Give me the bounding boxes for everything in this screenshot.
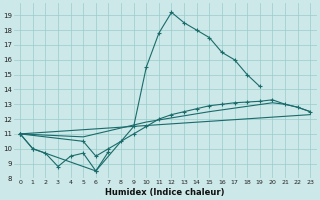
X-axis label: Humidex (Indice chaleur): Humidex (Indice chaleur) <box>106 188 225 197</box>
